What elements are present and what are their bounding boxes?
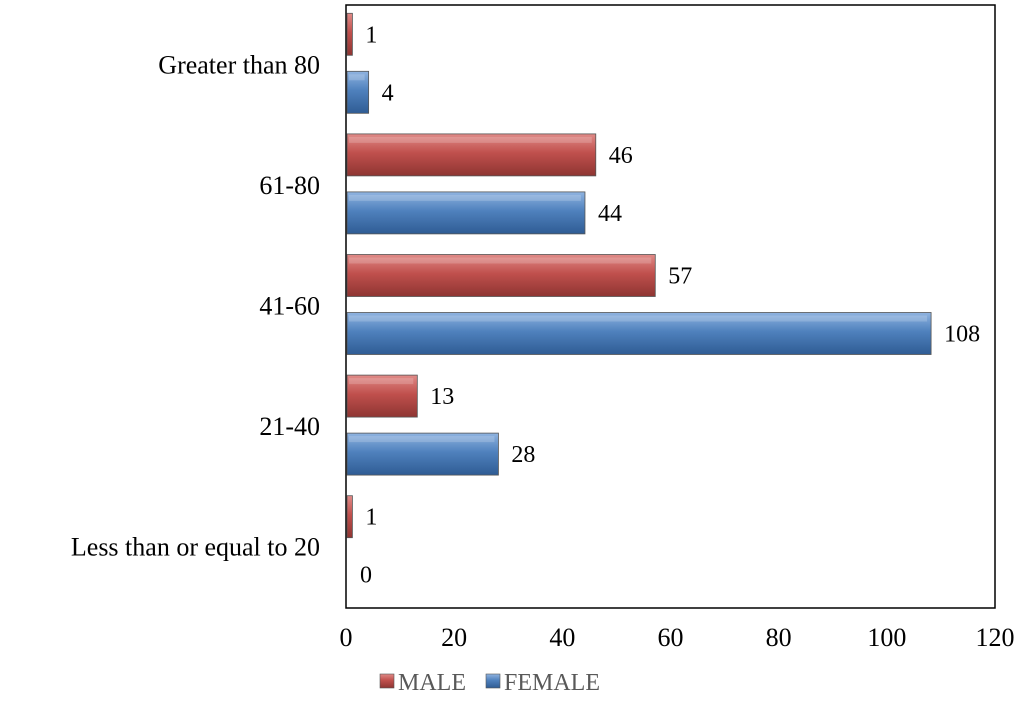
x-tick-label-0: 0 <box>340 623 353 652</box>
data-label-female-21-40: 28 <box>511 442 535 468</box>
bar-female-61-80 <box>346 191 586 235</box>
bar-female-greater-than-80 <box>346 70 370 114</box>
x-tick-label-40: 40 <box>549 623 575 652</box>
x-tick-label-60: 60 <box>658 623 684 652</box>
bar-male-21-40 <box>346 374 418 418</box>
legend-swatch-male <box>379 673 395 689</box>
data-label-female-greater-than-80: 4 <box>382 80 394 106</box>
bar-female-41-60 <box>346 312 932 355</box>
x-tick-label-80: 80 <box>766 623 792 652</box>
legend-label-male: MALE <box>398 670 466 696</box>
data-label-male-greater-than-80: 1 <box>365 22 377 48</box>
bar-highlight-male-41-60 <box>349 257 652 264</box>
bar-male-41-60 <box>346 254 656 297</box>
category-label-greater-than-80: Greater than 80 <box>158 50 320 79</box>
data-label-female-less-than-or-equal-to-20: 0 <box>360 563 372 589</box>
category-label-less-than-or-equal-to-20: Less than or equal to 20 <box>71 533 320 562</box>
bar-highlight-male-21-40 <box>349 378 414 385</box>
bar-highlight-male-61-80 <box>349 136 592 143</box>
bar-female-21-40 <box>346 432 499 476</box>
plot-area-border <box>345 4 996 609</box>
bar-male-less-than-or-equal-to-20 <box>346 495 353 539</box>
category-label-61-80: 61-80 <box>259 171 320 200</box>
bar-highlight-female-41-60 <box>349 315 928 322</box>
data-label-female-41-60: 108 <box>944 322 980 348</box>
legend-swatch-female <box>485 673 501 689</box>
category-label-41-60: 41-60 <box>259 292 320 321</box>
data-label-female-61-80: 44 <box>598 201 622 227</box>
bar-highlight-female-21-40 <box>349 436 495 443</box>
bar-male-greater-than-80 <box>346 12 353 56</box>
category-label-21-40: 21-40 <box>259 412 320 441</box>
x-tick-label-120: 120 <box>976 623 1015 652</box>
bar-highlight-female-61-80 <box>349 194 581 201</box>
bar-highlight-female-greater-than-80 <box>349 74 365 81</box>
bar-male-61-80 <box>346 133 597 177</box>
x-tick-label-100: 100 <box>867 623 906 652</box>
data-label-male-less-than-or-equal-to-20: 1 <box>365 505 377 531</box>
legend-label-female: FEMALE <box>504 670 600 696</box>
data-label-male-41-60: 57 <box>668 264 692 290</box>
data-label-male-21-40: 13 <box>430 384 454 410</box>
data-label-male-61-80: 46 <box>609 143 633 169</box>
x-tick-label-20: 20 <box>441 623 467 652</box>
